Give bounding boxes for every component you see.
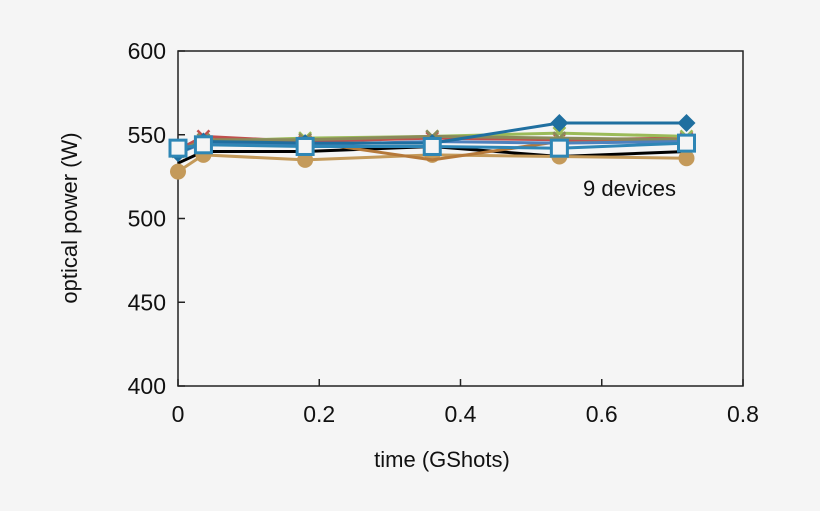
y-tick-label: 450 bbox=[128, 289, 166, 315]
annotation-label: 9 devices bbox=[583, 176, 676, 201]
y-tick-label: 500 bbox=[128, 206, 166, 232]
y-axis-title: optical power (W) bbox=[57, 132, 82, 303]
data-point bbox=[168, 138, 188, 158]
x-axis: 0 0.2 0.4 0.6 0.8 bbox=[172, 379, 759, 427]
series-layer bbox=[168, 114, 696, 180]
data-point bbox=[170, 163, 186, 180]
data-point bbox=[193, 135, 213, 155]
plot-area bbox=[177, 50, 744, 387]
x-axis-title: time (GShots) bbox=[374, 447, 510, 472]
y-tick-label: 400 bbox=[128, 373, 166, 399]
y-tick-label: 600 bbox=[128, 38, 166, 64]
x-tick-label: 0.4 bbox=[445, 401, 477, 427]
x-tick-label: 0.6 bbox=[586, 401, 618, 427]
data-point bbox=[422, 136, 442, 156]
data-point bbox=[677, 133, 696, 153]
data-point bbox=[550, 114, 569, 133]
x-tick-label: 0.8 bbox=[727, 401, 759, 427]
x-tick-label: 0 bbox=[172, 401, 185, 427]
data-point bbox=[677, 114, 696, 133]
x-tick-label: 0.2 bbox=[303, 401, 335, 427]
series-9 bbox=[168, 133, 696, 158]
data-point bbox=[295, 136, 315, 156]
y-axis: 400 450 500 550 600 bbox=[128, 38, 185, 399]
data-point bbox=[678, 150, 695, 167]
y-tick-label: 550 bbox=[128, 122, 166, 148]
data-point bbox=[549, 138, 569, 158]
